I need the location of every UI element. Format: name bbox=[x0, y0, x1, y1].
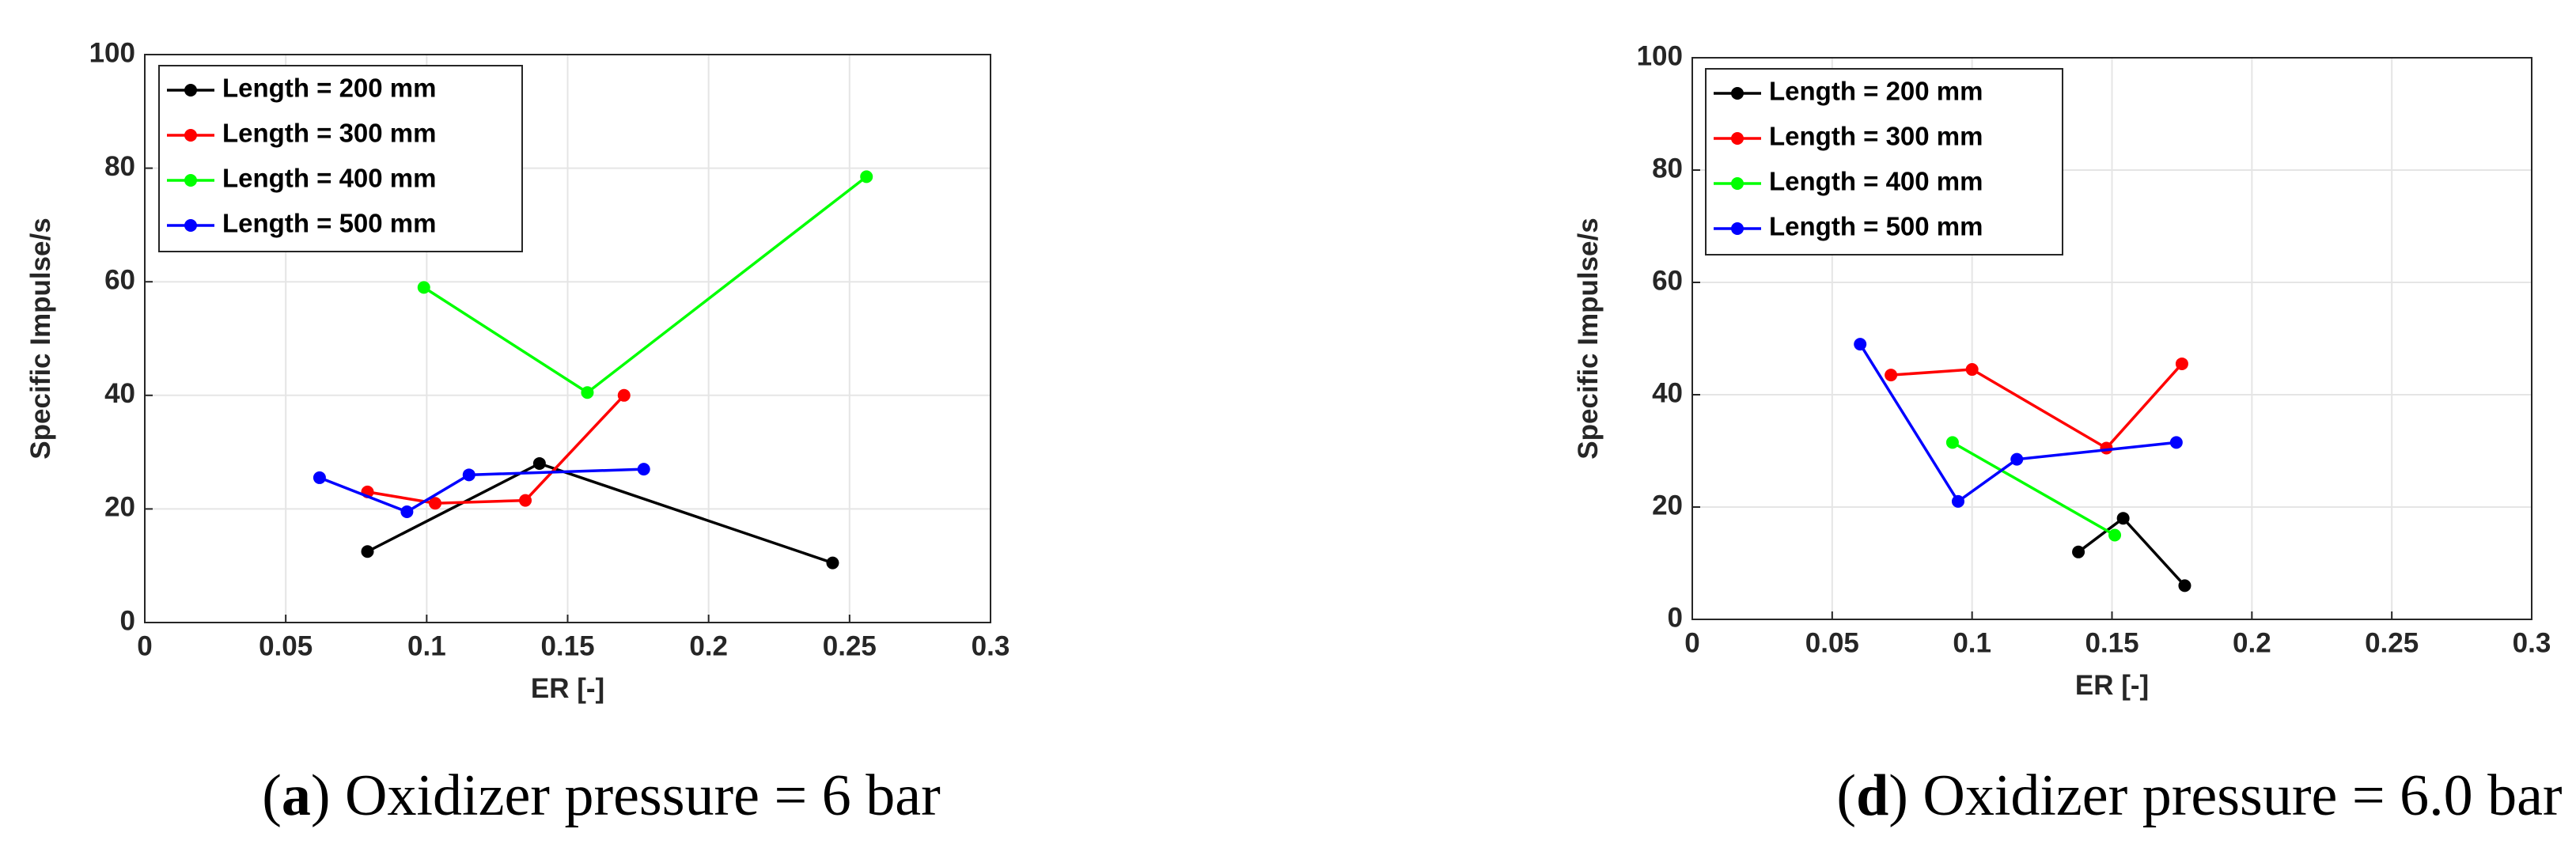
caption-part: ) Oxidizer pressure = 6.0 bar bbox=[1888, 763, 2562, 828]
axes-box bbox=[1691, 57, 2532, 620]
data-point bbox=[2072, 545, 2085, 558]
y-tick-label: 20 bbox=[104, 492, 135, 523]
data-point bbox=[417, 281, 430, 294]
chart-panel: 0 0.05 0.1 0.15 0.2 0.25 0.3 0 20 40 60 80 100 ER [-]… bbox=[25, 37, 1010, 828]
x-tick-label: 0 bbox=[137, 630, 152, 661]
x-tick-label: 0.15 bbox=[2085, 627, 2138, 658]
data-point bbox=[429, 497, 442, 510]
data-point bbox=[532, 456, 546, 470]
legend-label: Length = 500 mm bbox=[222, 209, 437, 238]
x-tick-label: 0.1 bbox=[407, 630, 446, 661]
x-tick-label: 0 bbox=[1684, 627, 1699, 658]
data-point bbox=[617, 388, 631, 402]
x-axis-label: ER [-] bbox=[2075, 670, 2149, 701]
caption-part: ( bbox=[1836, 763, 1856, 828]
legend-label: Length = 200 mm bbox=[1769, 77, 1983, 106]
legend-marker bbox=[184, 129, 197, 142]
data-point bbox=[860, 170, 873, 184]
legend-marker bbox=[1731, 132, 1744, 145]
x-axis-label: ER [-] bbox=[531, 673, 604, 704]
legend-box bbox=[1705, 68, 2063, 255]
data-point bbox=[2116, 512, 2130, 525]
x-tick-label: 0.3 bbox=[2513, 627, 2551, 658]
y-tick-label: 0 bbox=[1668, 602, 1683, 633]
legend-label: Length = 400 mm bbox=[1769, 167, 1983, 196]
x-tick-label: 0.2 bbox=[689, 630, 728, 661]
data-point bbox=[826, 556, 839, 570]
y-tick-label: 20 bbox=[1652, 490, 1683, 520]
legend-marker bbox=[1731, 177, 1744, 190]
caption-part: ( bbox=[262, 763, 282, 828]
series-line bbox=[319, 467, 644, 513]
data-point bbox=[2175, 357, 2188, 370]
legend-label: Length = 300 mm bbox=[222, 119, 437, 148]
legend-label: Length = 300 mm bbox=[1769, 122, 1983, 151]
y-tick-label: 80 bbox=[104, 151, 135, 182]
x-tick-label: 0.3 bbox=[972, 630, 1010, 661]
caption: (a) Oxidizer pressure = 6 bar bbox=[262, 763, 940, 828]
data-point bbox=[2108, 528, 2122, 542]
legend-marker bbox=[184, 219, 197, 232]
series-line bbox=[1890, 362, 2184, 450]
legend-box bbox=[158, 65, 523, 252]
caption-part: d bbox=[1856, 763, 1888, 828]
data-point bbox=[519, 494, 532, 507]
data-point bbox=[1965, 363, 1979, 377]
data-point bbox=[2010, 452, 2024, 466]
legend-marker bbox=[1731, 222, 1744, 235]
caption-part: ) Oxidizer pressure = 6 bar bbox=[311, 763, 941, 828]
x-tick-label: 0.05 bbox=[259, 630, 313, 661]
legend-label: Length = 500 mm bbox=[1769, 212, 1983, 241]
y-tick-label: 100 bbox=[89, 37, 135, 68]
y-tick-label: 80 bbox=[1652, 153, 1683, 184]
data-point bbox=[2178, 579, 2191, 592]
data-point bbox=[1854, 338, 1867, 351]
legend: Length = 200 mm Length = 300 mm Length = 4… bbox=[1705, 68, 2063, 255]
chart-panel: 0 0.05 0.1 0.15 0.2 0.25 0.3 0 20 40 60 80 100 ER [-]… bbox=[1573, 40, 2563, 828]
data-point bbox=[637, 463, 650, 476]
x-tick-label: 0.15 bbox=[540, 630, 594, 661]
legend-label: Length = 400 mm bbox=[222, 164, 437, 193]
axes-box bbox=[144, 54, 991, 623]
x-tick-label: 0.1 bbox=[1953, 627, 1991, 658]
y-tick-label: 0 bbox=[120, 605, 135, 636]
data-point bbox=[1951, 494, 1964, 508]
caption-part: a bbox=[282, 763, 311, 828]
caption: (d) Oxidizer pressure = 6.0 bar bbox=[1836, 763, 2562, 828]
legend-marker bbox=[184, 174, 197, 187]
data-point bbox=[400, 505, 414, 518]
y-axis-label: Specific Impulse/s bbox=[1573, 218, 1604, 459]
x-tick-label: 0.25 bbox=[823, 630, 877, 661]
y-tick-label: 60 bbox=[1652, 265, 1683, 296]
data-point bbox=[2169, 436, 2183, 449]
series-line bbox=[1952, 441, 2116, 537]
legend-marker bbox=[1731, 87, 1744, 100]
data-point bbox=[462, 468, 475, 482]
legend-label: Length = 200 mm bbox=[222, 74, 437, 103]
legend: Length = 200 mm Length = 300 mm Length = 4… bbox=[158, 65, 523, 252]
legend-marker bbox=[184, 84, 197, 97]
y-tick-label: 100 bbox=[1637, 40, 1683, 71]
x-tick-label: 0.2 bbox=[2233, 627, 2271, 658]
y-tick-label: 60 bbox=[104, 264, 135, 295]
y-tick-label: 40 bbox=[104, 378, 135, 409]
series-line bbox=[367, 394, 626, 505]
y-axis-label: Specific Impulse/s bbox=[25, 218, 56, 459]
data-point bbox=[1885, 369, 1898, 382]
data-point bbox=[313, 471, 326, 484]
data-point bbox=[581, 386, 594, 399]
x-tick-label: 0.25 bbox=[2365, 627, 2419, 658]
y-tick-label: 40 bbox=[1652, 377, 1683, 408]
x-tick-label: 0.05 bbox=[1805, 627, 1859, 658]
data-point bbox=[361, 545, 374, 558]
series-line bbox=[1858, 343, 2177, 504]
data-point bbox=[1945, 436, 1959, 449]
